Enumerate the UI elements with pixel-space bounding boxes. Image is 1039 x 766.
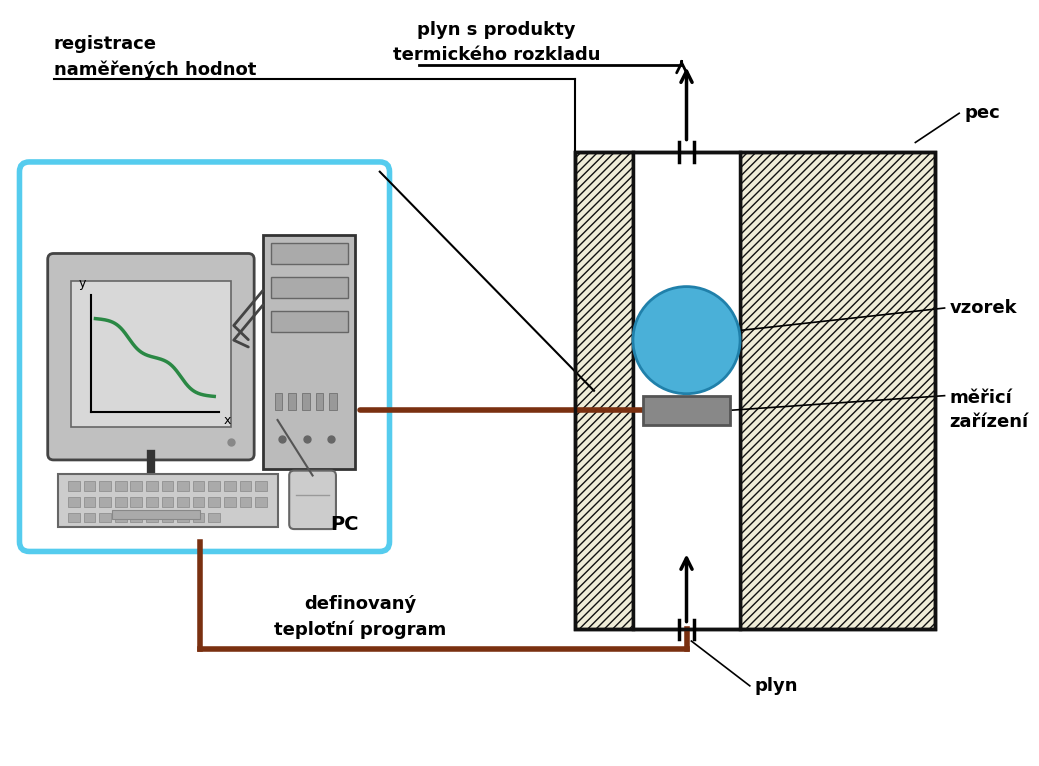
Text: pec: pec: [964, 104, 1000, 123]
Text: vzorek: vzorek: [950, 299, 1017, 317]
Bar: [271, 243, 348, 264]
Bar: [633, 152, 740, 630]
Text: plyn: plyn: [754, 677, 798, 695]
Bar: [193, 512, 205, 522]
Bar: [740, 152, 935, 630]
Bar: [263, 235, 355, 469]
Bar: [146, 512, 158, 522]
Bar: [256, 497, 267, 506]
Bar: [288, 393, 296, 411]
Bar: [271, 277, 348, 298]
Text: měřicí
zařízení: měřicí zařízení: [950, 389, 1029, 431]
Bar: [575, 152, 935, 630]
Bar: [69, 497, 80, 506]
Bar: [115, 481, 127, 491]
Bar: [316, 393, 323, 411]
Text: plyn s produkty
termického rozkladu: plyn s produkty termického rozkladu: [393, 21, 601, 64]
Ellipse shape: [116, 481, 185, 501]
Bar: [84, 481, 96, 491]
Bar: [115, 497, 127, 506]
Bar: [162, 512, 174, 522]
Bar: [178, 512, 189, 522]
Bar: [100, 512, 111, 522]
Text: registrace
naměřených hodnot: registrace naměřených hodnot: [54, 35, 256, 79]
Bar: [643, 396, 730, 425]
Bar: [69, 481, 80, 491]
Bar: [575, 152, 633, 630]
FancyBboxPatch shape: [48, 254, 255, 460]
Bar: [100, 497, 111, 506]
Bar: [178, 481, 189, 491]
Bar: [209, 497, 220, 506]
FancyBboxPatch shape: [20, 162, 390, 552]
Bar: [274, 393, 283, 411]
Text: PC: PC: [329, 515, 358, 534]
Text: x: x: [224, 414, 232, 427]
Bar: [240, 481, 251, 491]
Bar: [112, 509, 199, 519]
Bar: [224, 481, 236, 491]
Bar: [302, 393, 310, 411]
Bar: [131, 512, 142, 522]
Bar: [146, 497, 158, 506]
Bar: [162, 497, 174, 506]
Bar: [178, 497, 189, 506]
Bar: [84, 512, 96, 522]
Bar: [84, 497, 96, 506]
Bar: [100, 481, 111, 491]
FancyBboxPatch shape: [289, 470, 336, 529]
Bar: [256, 481, 267, 491]
Bar: [131, 481, 142, 491]
Bar: [209, 512, 220, 522]
Bar: [240, 497, 251, 506]
Bar: [193, 481, 205, 491]
Bar: [193, 497, 205, 506]
Bar: [58, 473, 277, 527]
Bar: [162, 481, 174, 491]
Bar: [329, 393, 337, 411]
Text: definovaný
teploťní program: definovaný teploťní program: [274, 595, 447, 639]
Bar: [131, 497, 142, 506]
Text: y: y: [79, 277, 86, 290]
Bar: [209, 481, 220, 491]
Bar: [69, 512, 80, 522]
Circle shape: [633, 286, 740, 394]
Bar: [224, 497, 236, 506]
Bar: [146, 481, 158, 491]
Bar: [115, 512, 127, 522]
Bar: [71, 281, 231, 427]
Bar: [271, 311, 348, 332]
